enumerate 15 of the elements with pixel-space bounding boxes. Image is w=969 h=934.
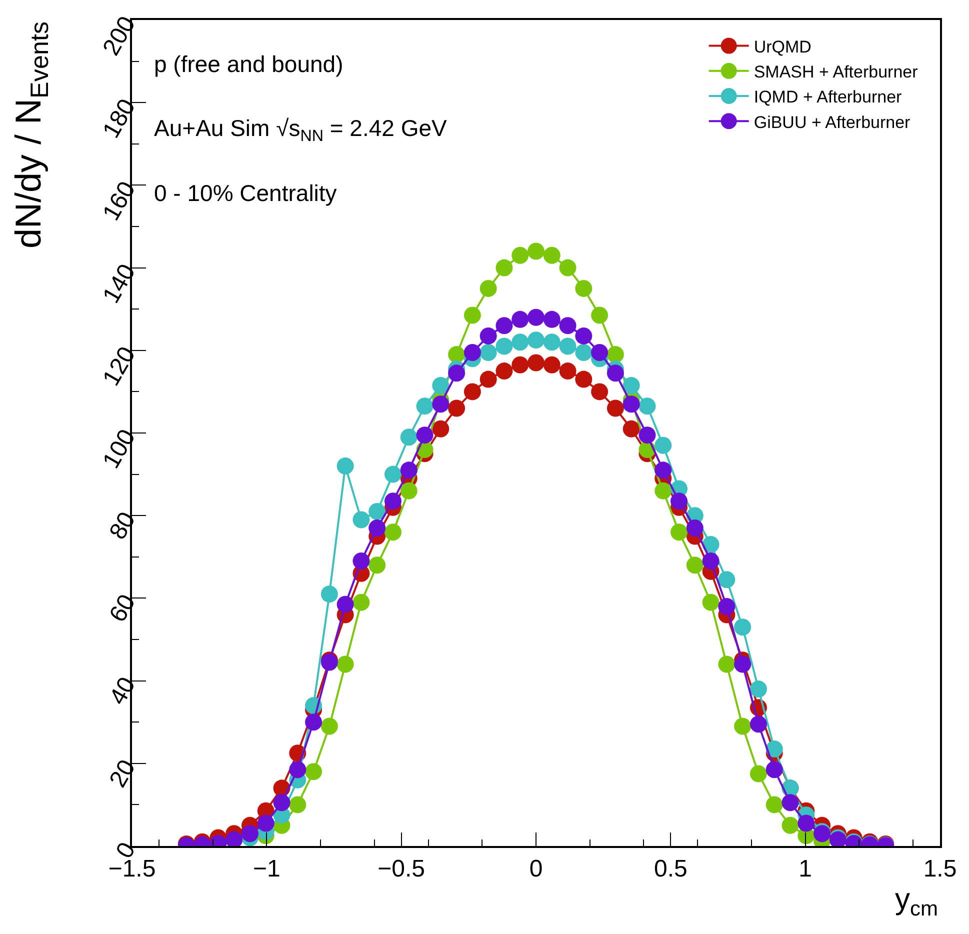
annotation: 0 - 10% Centrality (154, 180, 338, 206)
annotation: p (free and bound) (154, 51, 344, 77)
legend-label: SMASH + Afterburner (754, 62, 918, 82)
x-axis-title: y$_{cm}$ (895, 883, 938, 920)
x-tick-label: 0 (529, 856, 543, 883)
legend-label: UrQMD (754, 37, 812, 56)
x-tick-label: 1.5 (923, 856, 957, 883)
legend-label: IQMD + Afterburner (754, 88, 902, 107)
x-tick-label: −1.5 (108, 856, 156, 883)
x-tick-label: −1 (252, 856, 280, 883)
x-tick-label: 1 (798, 856, 812, 883)
legend-label: GiBUU + Afterburner (754, 112, 911, 132)
x-tick-label: −0.5 (378, 856, 426, 883)
annotation: Au+Au Sim √s$_{NN}$ = 2.42 GeV (154, 115, 448, 145)
x-tick-label: 0.5 (654, 856, 688, 883)
